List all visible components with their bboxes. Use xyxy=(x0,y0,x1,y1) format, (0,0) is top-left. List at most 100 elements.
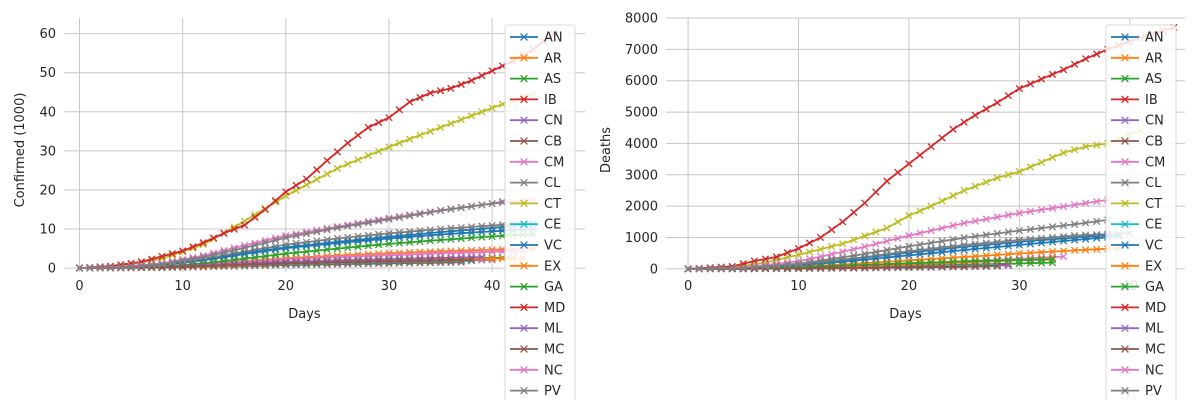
x-tick-label: 20 xyxy=(278,279,295,294)
data-point xyxy=(1037,248,1046,256)
data-point xyxy=(467,234,476,242)
legend-marker xyxy=(1121,282,1129,291)
data-point xyxy=(354,243,362,251)
data-point xyxy=(1015,249,1024,258)
data-point xyxy=(251,211,259,219)
data-point xyxy=(993,262,1001,270)
data-point xyxy=(302,242,311,250)
legend-label: CT xyxy=(1145,197,1162,212)
data-point xyxy=(1081,55,1090,63)
data-point xyxy=(86,264,94,272)
data-point xyxy=(1093,50,1101,58)
legend-label: CT xyxy=(544,197,561,212)
data-point xyxy=(872,228,880,236)
data-point xyxy=(292,243,300,251)
data-point xyxy=(861,243,869,251)
legend-label: MD xyxy=(544,301,565,316)
legend-item: CL xyxy=(1111,176,1162,191)
data-point xyxy=(313,166,321,174)
data-point xyxy=(405,135,414,143)
data-point xyxy=(1048,153,1057,162)
legend-marker xyxy=(520,386,528,395)
data-point xyxy=(960,246,968,254)
legend-marker xyxy=(520,324,528,333)
x-tick-label: 10 xyxy=(174,279,191,294)
legend-marker xyxy=(1121,261,1129,270)
data-point xyxy=(158,252,166,261)
data-point xyxy=(1093,234,1101,242)
data-point xyxy=(794,251,803,259)
x-axis-label: Days xyxy=(288,307,321,322)
data-point xyxy=(447,84,455,92)
x-tick-label: 20 xyxy=(901,279,918,294)
y-tick-label: 1000 xyxy=(625,231,658,246)
data-point xyxy=(960,118,968,126)
data-point xyxy=(405,212,414,220)
data-point xyxy=(1037,206,1046,214)
data-point xyxy=(313,228,321,236)
data-point xyxy=(1015,241,1024,249)
data-point xyxy=(75,264,84,272)
data-point xyxy=(1081,199,1090,207)
data-point xyxy=(761,262,770,270)
data-point xyxy=(271,197,280,205)
data-point xyxy=(488,199,496,208)
data-point xyxy=(240,244,249,252)
data-point xyxy=(1015,226,1024,235)
data-point xyxy=(872,260,880,269)
legend-label: IB xyxy=(544,93,557,108)
data-point xyxy=(230,261,238,269)
data-point xyxy=(323,240,331,248)
legend-label: AR xyxy=(1145,51,1163,66)
data-point xyxy=(364,123,373,132)
legend-marker xyxy=(520,157,528,166)
x-tick-label: 0 xyxy=(75,279,83,294)
data-point xyxy=(927,142,935,151)
data-point xyxy=(416,93,424,102)
x-tick-label: 30 xyxy=(1011,279,1028,294)
data-point xyxy=(1059,221,1068,230)
data-point xyxy=(960,263,968,271)
x-axis-label: Days xyxy=(889,307,922,322)
data-point xyxy=(905,263,913,271)
y-tick-label: 0 xyxy=(650,262,658,277)
data-point xyxy=(894,263,902,272)
data-point xyxy=(1015,167,1024,176)
legend-marker xyxy=(1121,386,1129,395)
data-point xyxy=(927,226,935,235)
data-point xyxy=(1004,91,1012,100)
data-point xyxy=(805,248,814,256)
data-point xyxy=(282,249,290,258)
data-point xyxy=(949,247,957,255)
data-point xyxy=(949,192,957,200)
data-point xyxy=(375,235,383,243)
data-point xyxy=(416,227,424,235)
y-tick-label: 2000 xyxy=(625,200,658,215)
data-point xyxy=(872,240,880,248)
data-point xyxy=(750,263,758,271)
data-point xyxy=(478,201,486,209)
data-point xyxy=(488,256,496,264)
legend-box xyxy=(504,24,576,400)
data-point xyxy=(894,168,902,177)
data-point xyxy=(220,248,228,257)
data-point xyxy=(240,221,249,229)
data-point xyxy=(960,234,968,242)
data-point xyxy=(861,232,869,240)
legend-marker xyxy=(1121,74,1129,83)
data-point xyxy=(282,259,290,268)
y-tick-label: 30 xyxy=(39,144,56,159)
legend-item: AR xyxy=(1111,51,1163,66)
data-point xyxy=(364,242,373,250)
data-point xyxy=(1059,202,1068,211)
series-pv xyxy=(75,198,507,272)
data-point xyxy=(1070,246,1079,255)
data-point xyxy=(982,231,990,239)
data-point xyxy=(816,264,825,272)
data-point xyxy=(261,205,269,214)
y-tick-label: 3000 xyxy=(625,168,658,183)
legend-item: ML xyxy=(1111,322,1164,337)
data-point xyxy=(905,160,913,168)
data-point xyxy=(1004,171,1012,179)
